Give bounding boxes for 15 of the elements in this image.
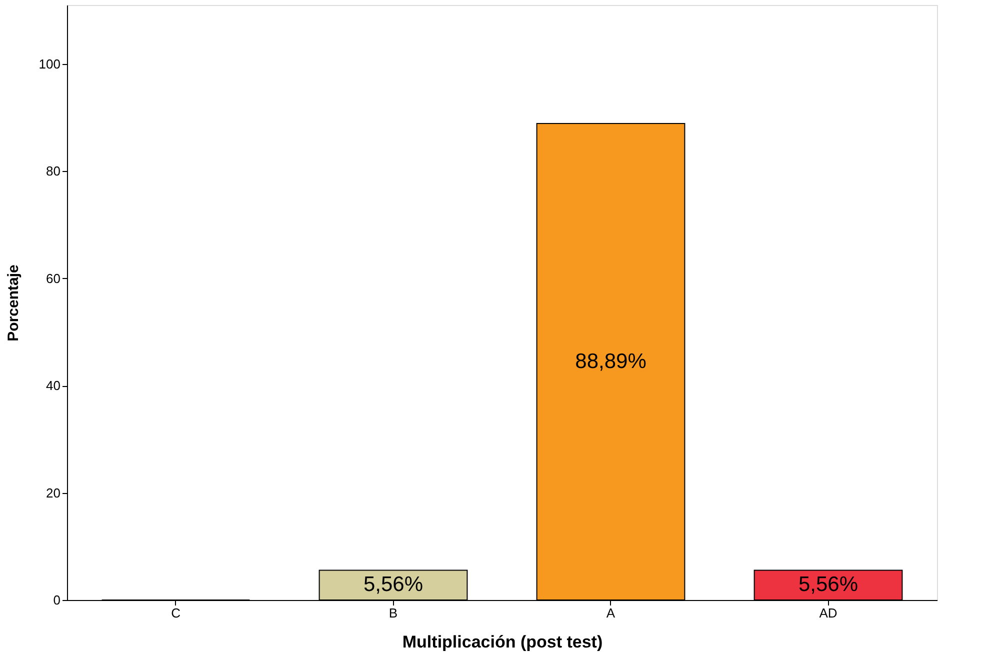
- x-tick-label: B: [388, 606, 398, 620]
- data-label: 5,56%: [798, 573, 858, 596]
- data-label: 88,89%: [575, 350, 646, 373]
- x-axis-title: Multiplicación (post test): [402, 632, 603, 652]
- y-tick-label: 100: [38, 56, 60, 72]
- data-label: 5,56%: [363, 573, 424, 596]
- y-tick-label: 0: [53, 592, 60, 608]
- y-tick-label: 80: [46, 164, 60, 179]
- x-tick-label: AD: [819, 606, 838, 620]
- y-tick-label: 20: [46, 485, 60, 500]
- x-tick-label: A: [606, 606, 616, 620]
- x-tick-label: C: [171, 606, 180, 620]
- y-axis-title: Porcentaje: [4, 264, 22, 342]
- y-tick-label: 60: [46, 270, 60, 286]
- y-tick-label: 40: [46, 378, 60, 394]
